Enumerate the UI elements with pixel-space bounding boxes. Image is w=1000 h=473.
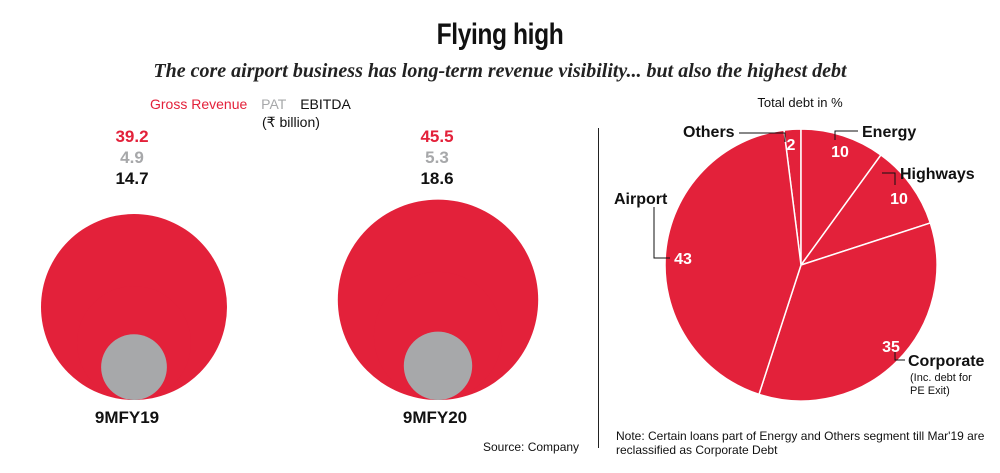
- fy20-pat-value: 5.3: [425, 148, 449, 167]
- fy20-pat-bubble: [403, 331, 473, 400]
- pie-label-energy: Energy: [862, 124, 916, 141]
- fy19-pat-value: 4.9: [120, 148, 144, 167]
- fy19-revenue-value: 39.2: [115, 127, 149, 146]
- bubble-unit: (₹ billion): [262, 114, 320, 130]
- pie-slice-energy: [800, 128, 882, 268]
- fy19-period-label: 9MFY19: [94, 408, 160, 427]
- pie-title: Total debt in %: [757, 95, 843, 110]
- pie-value-airport: 43: [674, 251, 692, 268]
- pie-value-corporate: 35: [882, 339, 900, 356]
- fy20-period-label: 9MFY20: [402, 408, 468, 427]
- chart-subtitle: The core airport business has long-term …: [153, 60, 847, 82]
- pie-label-airport: Airport: [614, 191, 668, 208]
- pie-leader-lines: [653, 130, 905, 361]
- panel-divider: [598, 128, 599, 448]
- pie-value-energy: 10: [831, 144, 849, 161]
- pie-label-corporate-note-2: PE Exit): [910, 385, 950, 397]
- pie-label-highways: Highways: [900, 166, 975, 183]
- fy19-pat-bubble: [101, 334, 167, 400]
- pie-value-others: 2: [787, 137, 796, 154]
- legend-ebitda: EBITDA: [300, 96, 351, 112]
- pie-slice-corporate: [758, 222, 938, 402]
- chart-title: Flying high: [436, 18, 564, 51]
- fy20-revenue-value: 45.5: [420, 127, 454, 146]
- pie-slice-airport: [664, 129, 802, 396]
- highways-leader-line: [882, 172, 896, 185]
- corporate-leader-line: [894, 352, 905, 361]
- others-leader-line: [739, 132, 786, 142]
- energy-leader-line: [834, 130, 858, 140]
- pie-label-corporate: Corporate: [908, 353, 985, 370]
- fy19-ebitda-value: 14.7: [115, 169, 149, 188]
- airport-leader-line: [653, 207, 670, 259]
- legend-pat: PAT: [261, 96, 287, 112]
- bubble-legend: Gross Revenue PAT EBITDA: [150, 96, 410, 112]
- pie-label-others: Others: [683, 124, 735, 141]
- legend-gross-revenue: Gross Revenue: [150, 96, 248, 112]
- pie-label-corporate-note-1: (Inc. debt for: [910, 372, 972, 384]
- pie-footnote: Note: Certain loans part of Energy and O…: [616, 429, 985, 457]
- debt-pie: [664, 128, 938, 402]
- source-note: Source: Company: [483, 440, 580, 454]
- pie-value-highways: 10: [890, 191, 908, 208]
- pie-slice-highways: [799, 153, 932, 267]
- fy20-ebitda-value: 18.6: [420, 169, 454, 188]
